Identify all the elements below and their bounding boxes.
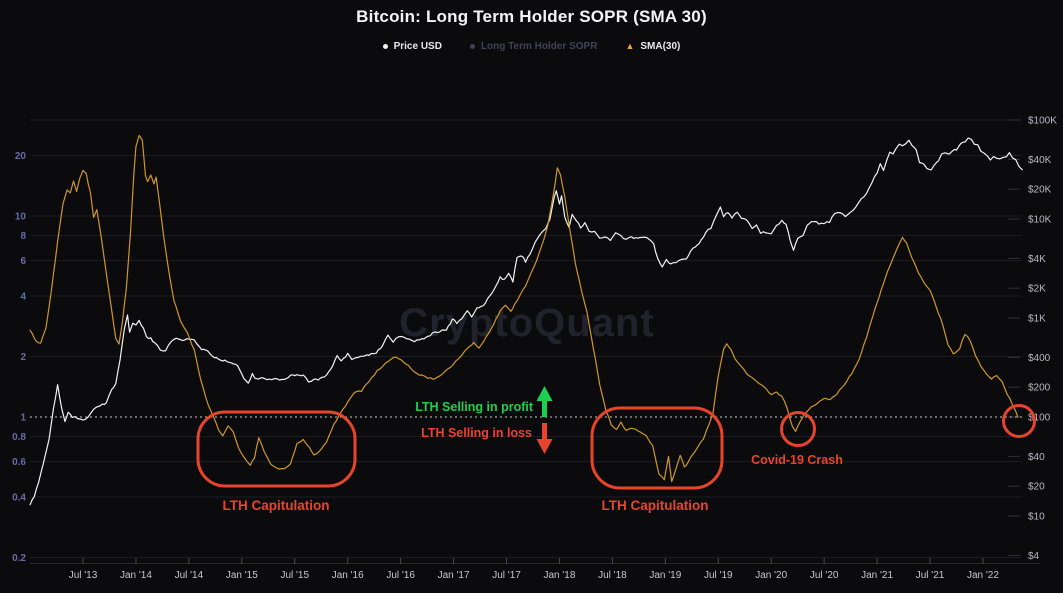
x-tick-label: Jan '21 <box>861 570 893 581</box>
legend-item-sma30[interactable]: ▲ SMA(30) <box>625 41 680 52</box>
y-left-tick-label: 0.8 <box>12 432 26 443</box>
arrow-down-head-icon <box>536 439 553 454</box>
y-right-tick-label: $20K <box>1028 185 1052 196</box>
y-right-tick-label: $40K <box>1028 155 1052 166</box>
axes: 20 10 8 6 4 2 1 0.8 0.6 0.4 0.2 $100K $40K $20K $10K $4… <box>12 116 1057 582</box>
x-tick-label: Jul '20 <box>810 570 839 581</box>
x-tick-label: Jan '17 <box>438 570 470 581</box>
y-left-tick-label: 10 <box>15 212 27 223</box>
x-tick-label: Jul '15 <box>280 570 309 581</box>
x-tick-label: Jan '18 <box>543 570 575 581</box>
y-right-tick-label: $100K <box>1028 116 1057 127</box>
legend-label: Price USD <box>393 41 442 52</box>
y-right-tick-label: $400 <box>1028 353 1051 364</box>
capitulation-box-1 <box>196 410 357 488</box>
series-lines <box>29 134 1023 506</box>
y-left-tick-label: 0.4 <box>12 492 26 503</box>
x-tick-label: Jan '19 <box>649 570 681 581</box>
x-tick-label: Jul '19 <box>704 570 733 581</box>
annotation-selling-profit: LTH Selling in profit <box>415 400 534 414</box>
y-right-tick-label: $4 <box>1028 551 1040 562</box>
y-right-tick-label: $40 <box>1028 452 1045 463</box>
capitulation-box-2 <box>590 406 724 490</box>
y-left-tick-label: 6 <box>20 256 26 267</box>
x-tick-label: Jan '16 <box>332 570 364 581</box>
dot-icon <box>469 44 475 49</box>
legend-label: SMA(30) <box>640 41 681 52</box>
y-right-tick-label: $200 <box>1028 383 1051 394</box>
x-tick-label: Jul '18 <box>598 570 627 581</box>
triangle-icon: ▲ <box>625 41 635 51</box>
x-tick-label: Jan '22 <box>967 570 999 581</box>
y-left-tick-label: 20 <box>15 151 27 162</box>
y-right-tick-label: $4K <box>1028 254 1046 265</box>
y-left-tick-label: 1 <box>20 413 26 424</box>
y-right-tick-label: $10K <box>1028 215 1052 226</box>
annotations: LTH Selling in profit LTH Selling in los… <box>196 386 1036 513</box>
x-tick-label: Jan '20 <box>755 570 787 581</box>
x-tick-label: Jul '21 <box>916 570 945 581</box>
x-tick-label: Jul '13 <box>69 570 98 581</box>
legend-label: Long Term Holder SOPR <box>480 41 598 52</box>
sopr-endpoint-circle <box>1002 404 1036 438</box>
y-right-tick-label: $20 <box>1028 482 1045 493</box>
x-tick-label: Jul '16 <box>386 570 415 581</box>
y-left-tick-label: 4 <box>20 291 26 302</box>
legend-item-lth-sopr[interactable]: Long Term Holder SOPR <box>469 41 598 52</box>
x-tick-label: Jan '14 <box>120 570 152 581</box>
y-right-tick-label: $2K <box>1028 284 1046 295</box>
page-title: Bitcoin: Long Term Holder SOPR (SMA 30) <box>356 7 707 26</box>
legend: Price USD Long Term Holder SOPR ▲ SMA(30… <box>0 41 1063 52</box>
annotation-selling-loss: LTH Selling in loss <box>421 426 532 440</box>
y-left-tick-label: 0.6 <box>12 457 26 468</box>
annotation-capitulation-1: LTH Capitulation <box>223 498 330 513</box>
y-left-tick-label: 8 <box>20 231 26 242</box>
y-right-tick-label: $100 <box>1028 413 1051 424</box>
y-left-tick-label: 0.2 <box>12 553 26 564</box>
dot-icon <box>382 44 388 49</box>
y-right-tick-label: $1K <box>1028 314 1046 325</box>
covid-crash-circle <box>780 411 816 447</box>
annotation-capitulation-2: LTH Capitulation <box>602 498 709 513</box>
legend-item-price-usd[interactable]: Price USD <box>382 41 442 52</box>
sma30-line <box>29 134 1019 483</box>
price-line <box>29 137 1023 506</box>
y-right-tick-label: $10 <box>1028 512 1045 523</box>
arrow-up-head-icon <box>536 386 553 401</box>
x-tick-label: Jul '17 <box>492 570 521 581</box>
y-left-tick-label: 2 <box>20 352 26 363</box>
x-tick-label: Jan '15 <box>226 570 258 581</box>
annotation-covid-crash: Covid-19 Crash <box>751 453 843 467</box>
watermark: CryptoQuant <box>399 301 654 345</box>
x-tick-label: Jul '14 <box>175 570 204 581</box>
